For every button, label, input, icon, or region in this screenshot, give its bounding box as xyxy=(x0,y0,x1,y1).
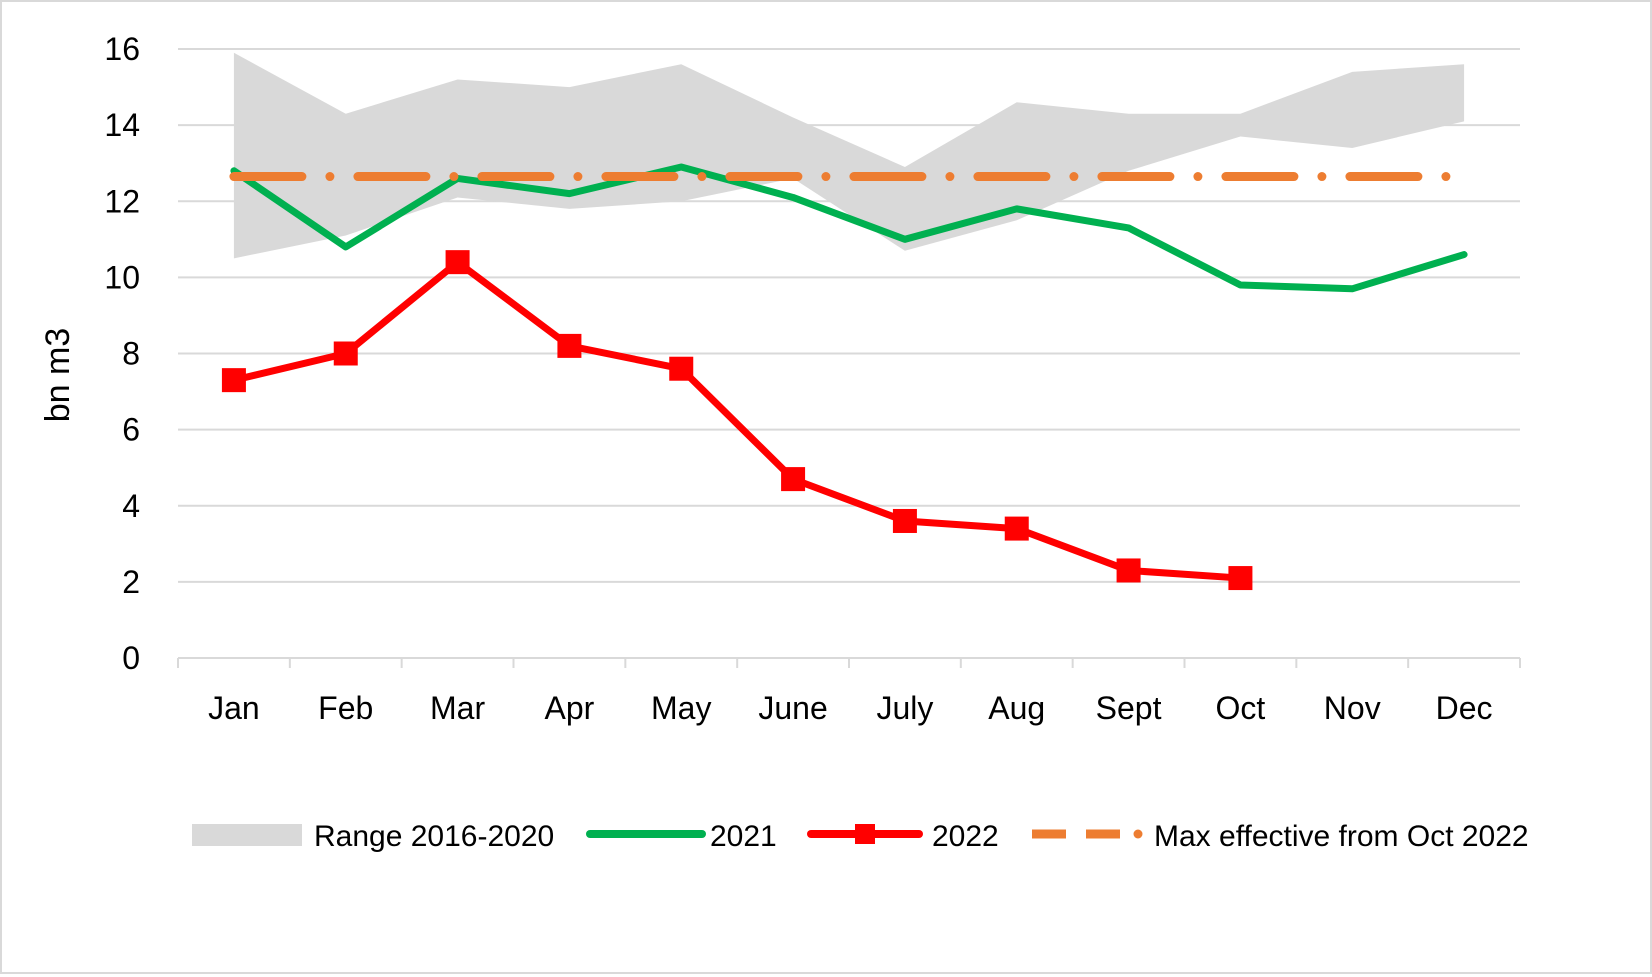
legend-label-max-effective: Max effective from Oct 2022 xyxy=(1154,820,1529,853)
legend-label-2021: 2021 xyxy=(710,820,777,853)
y-tick-label: 6 xyxy=(122,412,140,448)
x-tick-label: July xyxy=(876,690,933,726)
x-tick-label: Dec xyxy=(1436,690,1493,726)
series-point-2022 xyxy=(892,508,917,533)
x-axis xyxy=(177,657,1521,668)
legend-swatch-2022-marker xyxy=(855,824,875,844)
x-tick-label: Oct xyxy=(1216,690,1266,726)
range-band-layer xyxy=(233,52,1465,259)
series-line-2021 xyxy=(230,163,1468,293)
series-point-2022 xyxy=(445,250,470,275)
y-tick-label: 16 xyxy=(104,31,140,67)
y-tick-label: 8 xyxy=(122,336,140,372)
series-point-2022 xyxy=(1116,558,1141,583)
y-tick-label: 12 xyxy=(104,183,140,219)
series-point-2022 xyxy=(221,368,246,393)
x-tick-label: June xyxy=(758,690,827,726)
legend-swatch-range xyxy=(192,824,302,846)
range-band-2016-2020 xyxy=(233,52,1465,259)
series-point-2022 xyxy=(333,341,358,366)
series-point-2022 xyxy=(1004,516,1029,541)
legend-label-range: Range 2016-2020 xyxy=(314,820,554,853)
x-axis-ticks: Jan Feb Mar Apr May June July Aug Sept Oct Nov Dec xyxy=(208,690,1492,726)
x-tick-label: Sept xyxy=(1096,690,1162,726)
x-tick-label: Nov xyxy=(1324,690,1381,726)
y-tick-label: 0 xyxy=(122,640,140,676)
y-axis-title: bn m3 xyxy=(39,328,77,423)
y-tick-label: 14 xyxy=(104,107,140,143)
series-point-2022 xyxy=(781,467,806,492)
y-axis-ticks: 0 2 4 6 8 10 12 14 16 xyxy=(104,31,140,676)
series-point-2022 xyxy=(669,356,694,381)
x-tick-label: Aug xyxy=(988,690,1045,726)
x-tick-label: Jan xyxy=(208,690,260,726)
series-point-2022 xyxy=(557,333,582,358)
legend-swatch-max-effective-dot xyxy=(1133,829,1143,839)
x-tick-label: Mar xyxy=(430,690,485,726)
series-line-2022 xyxy=(230,258,1244,582)
x-tick-label: Feb xyxy=(318,690,373,726)
legend: Range 2016-2020 2021 2022 Max effective … xyxy=(192,820,1529,853)
x-tick-label: May xyxy=(651,690,711,726)
y-tick-label: 4 xyxy=(122,488,140,524)
y-tick-label: 10 xyxy=(104,259,140,295)
y-tick-label: 2 xyxy=(122,564,140,600)
legend-label-2022: 2022 xyxy=(932,820,999,853)
series-point-2022 xyxy=(1228,566,1253,591)
series-layer xyxy=(221,163,1469,591)
x-tick-label: Apr xyxy=(545,690,595,726)
